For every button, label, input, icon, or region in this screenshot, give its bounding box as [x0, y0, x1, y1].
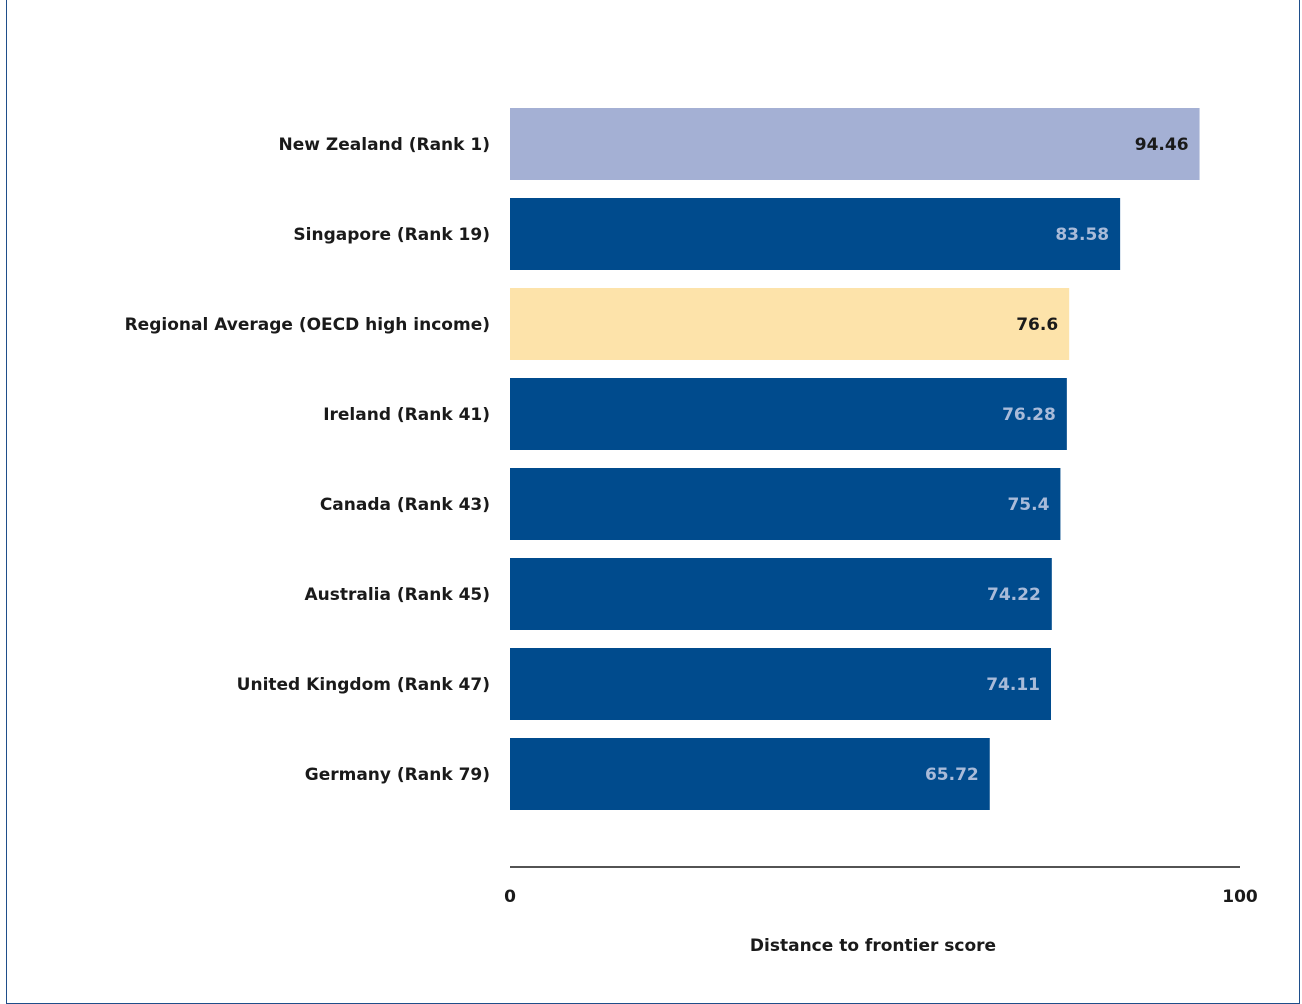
- bar: [510, 738, 990, 810]
- category-labels: New Zealand (Rank 1) Singapore (Rank 19) R…: [125, 135, 490, 785]
- x-tick-label: 0: [504, 887, 516, 907]
- bar: [510, 558, 1052, 630]
- value-label: 65.72: [925, 765, 979, 785]
- category-label: Germany (Rank 79): [305, 765, 490, 785]
- category-label: Canada (Rank 43): [320, 495, 490, 515]
- bar: [510, 108, 1200, 180]
- value-label: 74.11: [986, 675, 1040, 695]
- value-labels: 94.46 83.58 76.6 76.28 75.4 74.22 74.11 65.72: [925, 135, 1189, 785]
- category-label: United Kingdom (Rank 47): [237, 675, 490, 695]
- category-label: Singapore (Rank 19): [293, 225, 490, 245]
- bars: [510, 108, 1200, 810]
- value-label: 75.4: [1007, 495, 1049, 515]
- value-label: 76.28: [1002, 405, 1056, 425]
- category-label: New Zealand (Rank 1): [279, 135, 490, 155]
- value-label: 83.58: [1055, 225, 1109, 245]
- value-label: 74.22: [987, 585, 1041, 605]
- x-tick-label: 100: [1222, 887, 1258, 907]
- value-label: 94.46: [1135, 135, 1189, 155]
- x-axis-title: Distance to frontier score: [750, 936, 996, 956]
- bar: [510, 648, 1052, 720]
- bar: [510, 198, 1121, 270]
- bar: [510, 288, 1070, 360]
- bar: [510, 468, 1061, 540]
- category-label: Ireland (Rank 41): [323, 405, 490, 425]
- value-label: 76.6: [1016, 315, 1058, 335]
- bar: [510, 378, 1067, 450]
- category-label: Australia (Rank 45): [305, 585, 491, 605]
- category-label: Regional Average (OECD high income): [125, 315, 490, 335]
